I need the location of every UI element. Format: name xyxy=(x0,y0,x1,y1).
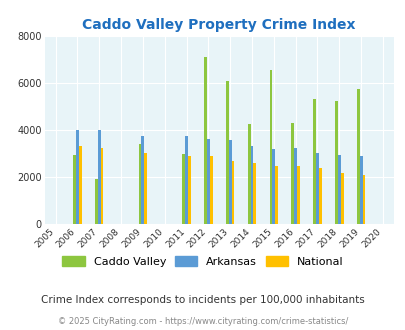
Bar xyxy=(228,140,231,224)
Bar xyxy=(253,163,256,224)
Bar xyxy=(188,156,190,224)
Bar xyxy=(95,179,98,224)
Bar xyxy=(269,70,272,224)
Bar xyxy=(296,166,299,224)
Bar xyxy=(362,175,364,224)
Bar xyxy=(250,146,253,224)
Text: © 2025 CityRating.com - https://www.cityrating.com/crime-statistics/: © 2025 CityRating.com - https://www.city… xyxy=(58,317,347,326)
Bar xyxy=(138,145,141,224)
Bar xyxy=(73,155,76,224)
Bar xyxy=(207,139,209,224)
Bar xyxy=(204,57,207,224)
Bar xyxy=(356,89,359,224)
Legend: Caddo Valley, Arkansas, National: Caddo Valley, Arkansas, National xyxy=(62,256,343,267)
Bar xyxy=(225,81,228,224)
Title: Caddo Valley Property Crime Index: Caddo Valley Property Crime Index xyxy=(82,18,355,32)
Bar xyxy=(209,156,212,224)
Bar xyxy=(272,149,275,224)
Bar xyxy=(275,166,277,224)
Bar xyxy=(76,130,79,224)
Bar xyxy=(294,148,296,224)
Bar xyxy=(182,154,185,224)
Bar xyxy=(231,161,234,224)
Bar xyxy=(337,155,340,224)
Bar xyxy=(315,153,318,224)
Bar xyxy=(144,153,147,224)
Bar xyxy=(291,123,294,224)
Bar xyxy=(247,124,250,224)
Bar xyxy=(185,136,188,224)
Bar xyxy=(79,146,81,224)
Bar xyxy=(334,101,337,224)
Bar xyxy=(100,148,103,224)
Bar xyxy=(98,130,100,224)
Bar xyxy=(359,156,362,224)
Bar xyxy=(318,168,321,224)
Bar xyxy=(340,173,343,224)
Bar xyxy=(141,136,144,224)
Text: Crime Index corresponds to incidents per 100,000 inhabitants: Crime Index corresponds to incidents per… xyxy=(41,295,364,305)
Bar xyxy=(312,99,315,224)
